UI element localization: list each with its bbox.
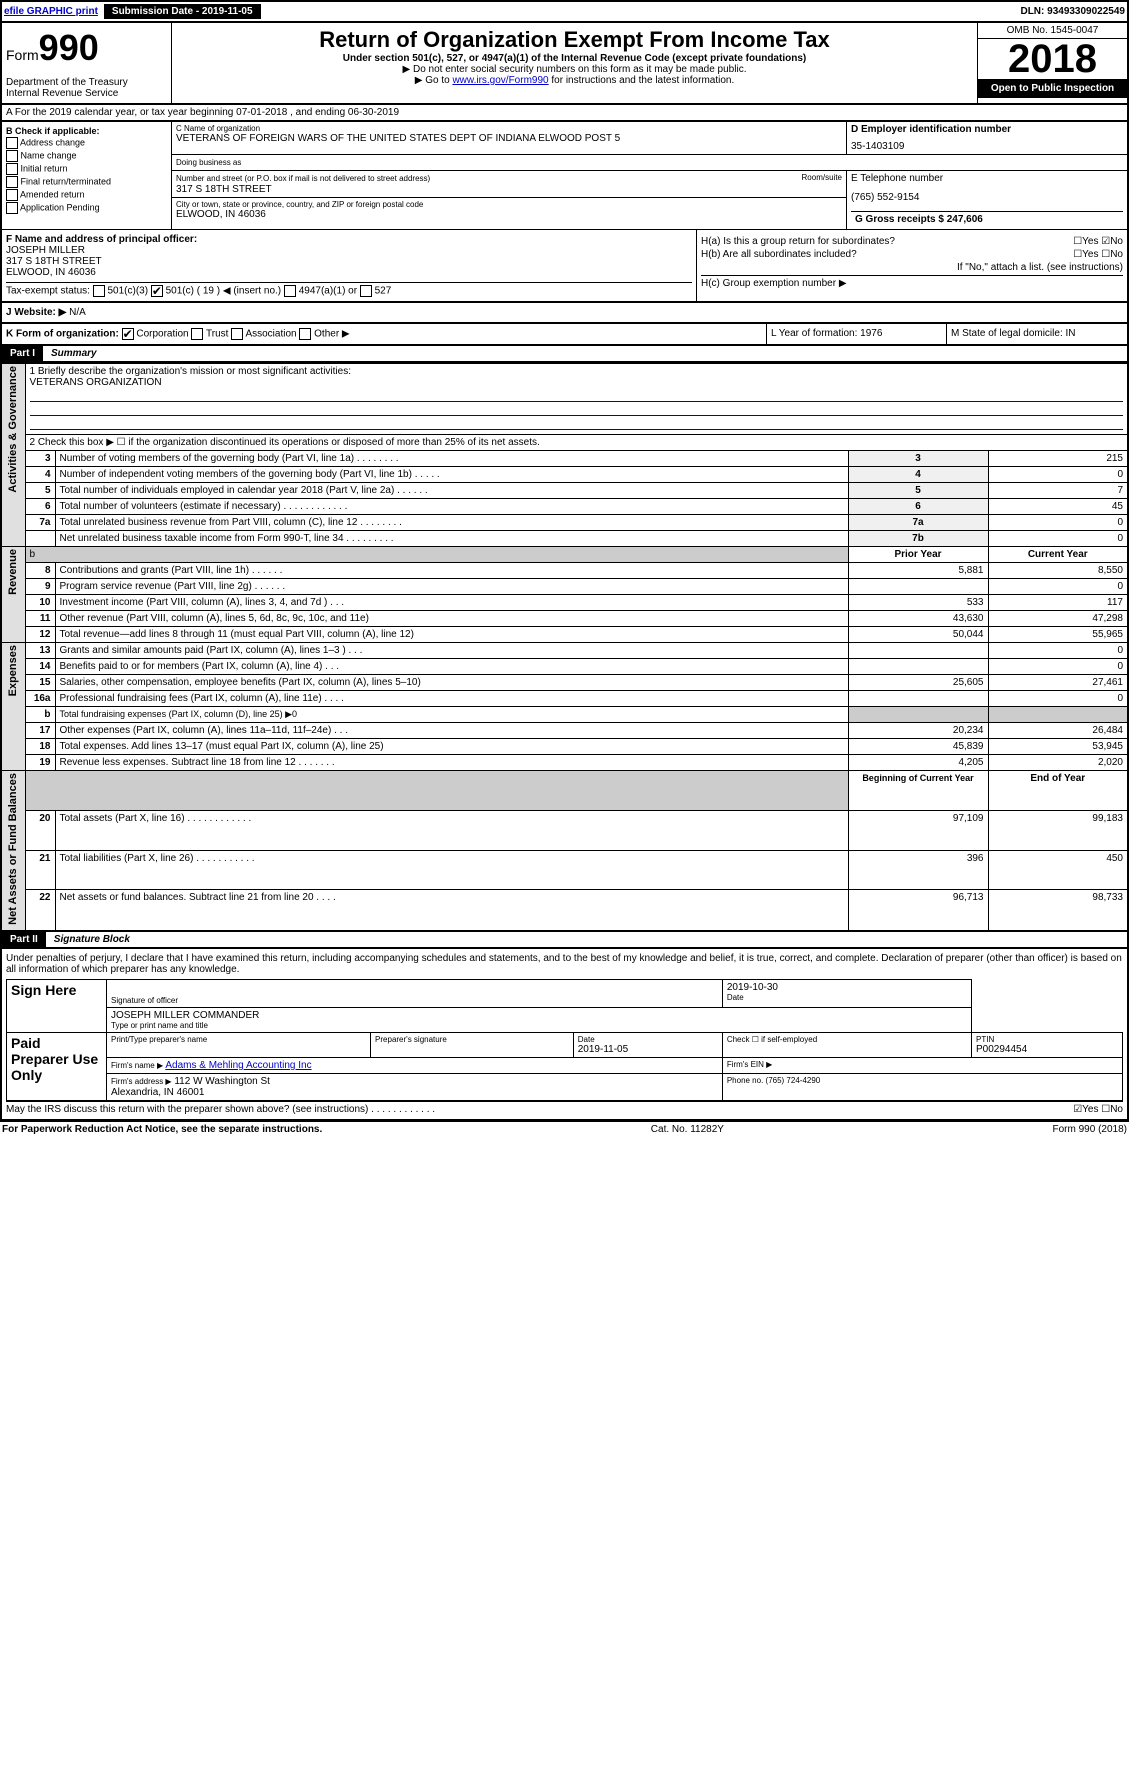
- box-b-checkboxes: B Check if applicable: Address change Na…: [2, 122, 172, 229]
- table-row: 22Net assets or fund balances. Subtract …: [1, 890, 1128, 931]
- top-bar: efile GRAPHIC print Submission Date - 20…: [0, 0, 1129, 23]
- sign-here-label: Sign Here: [7, 979, 107, 1032]
- dln: DLN: 93493309022549: [1020, 6, 1125, 17]
- city-address: City or town, state or province, country…: [172, 198, 846, 222]
- box-f-officer: F Name and address of principal officer:…: [2, 230, 697, 301]
- note-ssn: ▶ Do not enter social security numbers o…: [176, 64, 973, 75]
- box-h: H(a) Is this a group return for subordin…: [697, 230, 1127, 301]
- box-m-state: M State of legal domicile: IN: [947, 324, 1127, 344]
- signature-block: Under penalties of perjury, I declare th…: [0, 949, 1129, 1121]
- table-row: 9Program service revenue (Part VIII, lin…: [1, 579, 1128, 595]
- table-row: 3Number of voting members of the governi…: [1, 451, 1128, 467]
- line-2-checkbox: 2 Check this box ▶ ☐ if the organization…: [25, 435, 1128, 451]
- table-row: 5Total number of individuals employed in…: [1, 483, 1128, 499]
- dba-row: Doing business as: [172, 155, 1127, 171]
- f-h-row: F Name and address of principal officer:…: [0, 229, 1129, 303]
- tax-exempt-status: Tax-exempt status: 501(c)(3) 501(c) ( 19…: [6, 282, 692, 297]
- gross-receipts: G Gross receipts $ 247,606: [851, 211, 1123, 227]
- note-goto: ▶ Go to www.irs.gov/Form990 for instruct…: [176, 75, 973, 86]
- table-row: 15Salaries, other compensation, employee…: [1, 675, 1128, 691]
- klm-row: K Form of organization: Corporation Trus…: [0, 324, 1129, 346]
- table-row: 8Contributions and grants (Part VIII, li…: [1, 563, 1128, 579]
- box-l-year: L Year of formation: 1976: [767, 324, 947, 344]
- table-row: 20Total assets (Part X, line 16) . . . .…: [1, 810, 1128, 850]
- section-b-header: b: [25, 547, 848, 563]
- website-row: J Website: ▶ N/A: [0, 303, 1129, 324]
- table-row: 17Other expenses (Part IX, column (A), l…: [1, 723, 1128, 739]
- table-row: 14Benefits paid to or for members (Part …: [1, 659, 1128, 675]
- box-d-ein: D Employer identification number 35-1403…: [847, 122, 1127, 154]
- submission-date: Submission Date - 2019-11-05: [104, 4, 261, 19]
- form-subtitle: Under section 501(c), 527, or 4947(a)(1)…: [176, 53, 973, 64]
- page-footer: For Paperwork Reduction Act Notice, see …: [0, 1121, 1129, 1137]
- table-row: 12Total revenue—add lines 8 through 11 (…: [1, 627, 1128, 643]
- identity-grid: B Check if applicable: Address change Na…: [0, 122, 1129, 229]
- form-title: Return of Organization Exempt From Incom…: [176, 27, 973, 53]
- summary-table: Activities & Governance 1 Briefly descri…: [0, 363, 1129, 932]
- form-number: Form990: [6, 27, 167, 69]
- mission-box: 1 Briefly describe the organization's mi…: [25, 364, 1128, 435]
- box-e-g: E Telephone number (765) 552-9154 G Gros…: [847, 171, 1127, 229]
- efile-link[interactable]: efile GRAPHIC print: [4, 6, 98, 17]
- box-k-form-org: K Form of organization: Corporation Trus…: [2, 324, 767, 344]
- table-row: 11Other revenue (Part VIII, column (A), …: [1, 611, 1128, 627]
- irs-link[interactable]: www.irs.gov/Form990: [452, 75, 548, 86]
- table-row: 19Revenue less expenses. Subtract line 1…: [1, 755, 1128, 771]
- part1-header: Part I Summary: [0, 346, 1129, 363]
- dept-treasury: Department of the Treasury Internal Reve…: [6, 77, 167, 99]
- part2-header: Part II Signature Block: [0, 932, 1129, 949]
- discuss-row: May the IRS discuss this return with the…: [6, 1101, 1123, 1115]
- street-address: Number and street (or P.O. box if mail i…: [172, 171, 846, 198]
- firm-link[interactable]: Adams & Mehling Accounting Inc: [165, 1060, 311, 1071]
- open-to-public: Open to Public Inspection: [978, 79, 1127, 98]
- form-header: Form990 Department of the Treasury Inter…: [0, 23, 1129, 105]
- table-row: 21Total liabilities (Part X, line 26) . …: [1, 850, 1128, 890]
- table-row: 7aTotal unrelated business revenue from …: [1, 515, 1128, 531]
- table-row: 10Investment income (Part VIII, column (…: [1, 595, 1128, 611]
- row-a-tax-year: A For the 2019 calendar year, or tax yea…: [0, 105, 1129, 122]
- table-row: bTotal fundraising expenses (Part IX, co…: [1, 707, 1128, 723]
- table-row: 4Number of independent voting members of…: [1, 467, 1128, 483]
- box-c-name: C Name of organization VETERANS OF FOREI…: [172, 122, 847, 154]
- table-row: 6Total number of volunteers (estimate if…: [1, 499, 1128, 515]
- table-row: 18Total expenses. Add lines 13–17 (must …: [1, 739, 1128, 755]
- table-row: 16aProfessional fundraising fees (Part I…: [1, 691, 1128, 707]
- paid-preparer-label: Paid Preparer Use Only: [7, 1032, 107, 1100]
- tax-year: 2018: [978, 39, 1127, 79]
- table-row: Net unrelated business taxable income fr…: [1, 531, 1128, 547]
